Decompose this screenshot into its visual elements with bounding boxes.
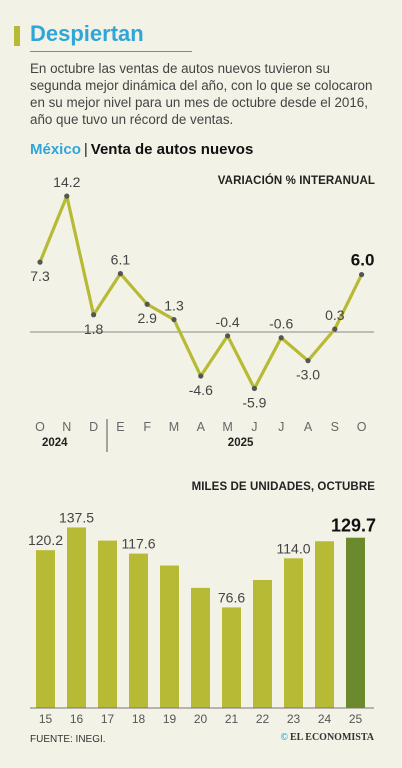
year-label: 2025 xyxy=(228,437,254,449)
data-point xyxy=(144,301,150,307)
brand-name: EL ECONOMISTA xyxy=(290,732,374,743)
data-point xyxy=(305,358,311,364)
x-tick-label: 20 xyxy=(194,712,208,726)
x-tick-label: 16 xyxy=(70,712,84,726)
x-tick-label: 19 xyxy=(163,712,177,726)
x-tick-label: J xyxy=(251,420,257,434)
x-tick-label: A xyxy=(304,420,313,434)
x-tick-label: D xyxy=(89,420,98,434)
data-label: 1.8 xyxy=(84,321,104,337)
bar xyxy=(129,553,148,708)
data-label: 6.0 xyxy=(351,251,375,270)
data-label: -3.0 xyxy=(296,367,320,383)
data-point xyxy=(251,385,257,392)
data-label: 0.3 xyxy=(325,307,345,323)
x-tick-label: J xyxy=(278,420,284,434)
x-tick-label: 15 xyxy=(39,712,53,726)
bar xyxy=(346,537,365,708)
data-label: 76.6 xyxy=(218,589,245,605)
bar xyxy=(191,587,210,708)
bar xyxy=(222,607,241,708)
data-point xyxy=(278,335,284,341)
brand-mark-icon: © xyxy=(280,732,288,743)
line-chart-title: VARIACIÓN % INTERANUAL xyxy=(217,175,375,187)
x-tick-label: F xyxy=(143,420,151,434)
data-point xyxy=(332,326,338,332)
x-tick-label: O xyxy=(357,420,367,434)
bar xyxy=(160,565,179,708)
data-label: 120.2 xyxy=(28,532,63,548)
x-tick-label: 25 xyxy=(349,712,363,726)
x-tick-label: M xyxy=(169,420,179,434)
data-label: 14.2 xyxy=(53,174,80,190)
bar xyxy=(67,527,86,708)
page-title: Despiertan xyxy=(30,21,144,46)
x-tick-label: 17 xyxy=(101,712,115,726)
data-point xyxy=(64,193,70,199)
data-point xyxy=(225,333,231,339)
data-label: -0.6 xyxy=(269,316,293,332)
x-tick-label: 18 xyxy=(132,712,146,726)
data-label: -5.9 xyxy=(242,394,266,410)
data-point xyxy=(91,312,97,318)
x-tick-label: 24 xyxy=(318,712,332,726)
data-point xyxy=(198,373,204,379)
data-label: 6.1 xyxy=(111,252,131,268)
bar xyxy=(315,541,334,708)
x-tick-label: 23 xyxy=(287,712,301,726)
title-accent-bar xyxy=(14,26,20,46)
data-label: -0.4 xyxy=(216,314,240,330)
bar xyxy=(36,550,55,708)
x-tick-label: N xyxy=(62,420,71,434)
x-tick-label: A xyxy=(197,420,206,434)
data-label: 7.3 xyxy=(30,268,50,284)
data-label: 1.3 xyxy=(164,298,184,314)
data-label: 2.9 xyxy=(137,310,157,326)
data-point xyxy=(37,259,43,265)
section-heading: México | Venta de autos nuevos xyxy=(30,141,253,158)
source-note: FUENTE: INEGI. xyxy=(30,734,106,745)
page-subtitle: En octubre las ventas de autos nuevos tu… xyxy=(30,61,373,127)
section-country: México xyxy=(30,141,81,158)
data-label: 129.7 xyxy=(331,516,376,536)
title-underline xyxy=(30,51,192,52)
section-topic: Venta de autos nuevos xyxy=(90,141,254,158)
data-label: 117.6 xyxy=(122,536,156,552)
bar xyxy=(98,540,117,708)
x-tick-label: 21 xyxy=(225,712,239,726)
bar xyxy=(253,579,272,708)
data-label: 137.5 xyxy=(59,509,94,525)
data-point xyxy=(117,271,123,277)
brand-logo: © EL ECONOMISTA xyxy=(281,732,374,743)
data-label: -4.6 xyxy=(189,382,213,398)
x-tick-label: M xyxy=(222,420,232,434)
x-tick-label: S xyxy=(331,420,339,434)
data-label: 114.0 xyxy=(277,540,311,556)
x-tick-label: O xyxy=(35,420,45,434)
data-point xyxy=(359,271,365,278)
line-chart: 7.3 14.2 1.8 6.1 2.9 1.3 -4.6 -0.4 -5.9 -0.6 -3.0 0… xyxy=(30,174,375,452)
section-separator: | xyxy=(83,141,88,158)
year-label: 2024 xyxy=(42,437,68,449)
bar-chart-title: MILES DE UNIDADES, OCTUBRE xyxy=(191,481,375,493)
bar xyxy=(284,558,303,708)
x-tick-label: 22 xyxy=(256,712,270,726)
data-point xyxy=(171,316,177,323)
x-tick-label: E xyxy=(116,420,124,434)
